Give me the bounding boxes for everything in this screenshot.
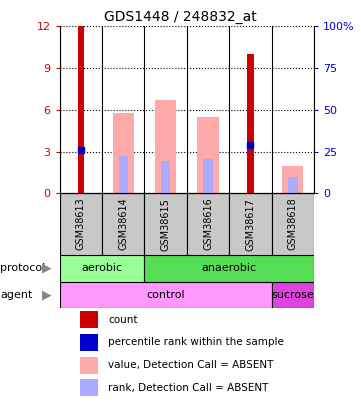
- Text: ▶: ▶: [42, 288, 51, 301]
- Text: count: count: [108, 315, 138, 325]
- Bar: [272, 194, 314, 255]
- Bar: [102, 194, 144, 255]
- Text: aerobic: aerobic: [82, 263, 122, 273]
- Text: protocol: protocol: [0, 263, 45, 273]
- Bar: [247, 54, 254, 194]
- Text: GSM38617: GSM38617: [245, 198, 256, 251]
- Text: GSM38618: GSM38618: [288, 198, 298, 251]
- Text: value, Detection Call = ABSENT: value, Detection Call = ABSENT: [108, 360, 273, 370]
- Text: sucrose: sucrose: [271, 290, 314, 300]
- Bar: [272, 281, 314, 308]
- Text: rank, Detection Call = ABSENT: rank, Detection Call = ABSENT: [108, 383, 268, 393]
- Bar: [282, 166, 304, 194]
- Text: GSM38613: GSM38613: [76, 198, 86, 251]
- Bar: [197, 117, 219, 194]
- Bar: [203, 159, 213, 194]
- Bar: [78, 26, 84, 194]
- Text: GDS1448 / 248832_at: GDS1448 / 248832_at: [104, 10, 257, 24]
- Bar: [60, 281, 271, 308]
- Text: anaerobic: anaerobic: [202, 263, 257, 273]
- Bar: [155, 100, 176, 194]
- Bar: [80, 334, 98, 351]
- Text: control: control: [146, 290, 185, 300]
- Bar: [187, 194, 229, 255]
- Bar: [60, 255, 144, 281]
- Bar: [118, 156, 128, 194]
- Text: GSM38616: GSM38616: [203, 198, 213, 251]
- Bar: [161, 162, 170, 194]
- Text: ▶: ▶: [42, 262, 51, 275]
- Bar: [288, 177, 297, 194]
- Text: GSM38615: GSM38615: [161, 198, 171, 251]
- Bar: [80, 356, 98, 373]
- Bar: [144, 194, 187, 255]
- Text: percentile rank within the sample: percentile rank within the sample: [108, 337, 284, 347]
- Bar: [113, 113, 134, 194]
- Bar: [80, 311, 98, 328]
- Text: agent: agent: [0, 290, 33, 300]
- Bar: [229, 194, 271, 255]
- Text: GSM38614: GSM38614: [118, 198, 128, 251]
- Bar: [60, 194, 102, 255]
- Bar: [144, 255, 314, 281]
- Bar: [80, 379, 98, 396]
